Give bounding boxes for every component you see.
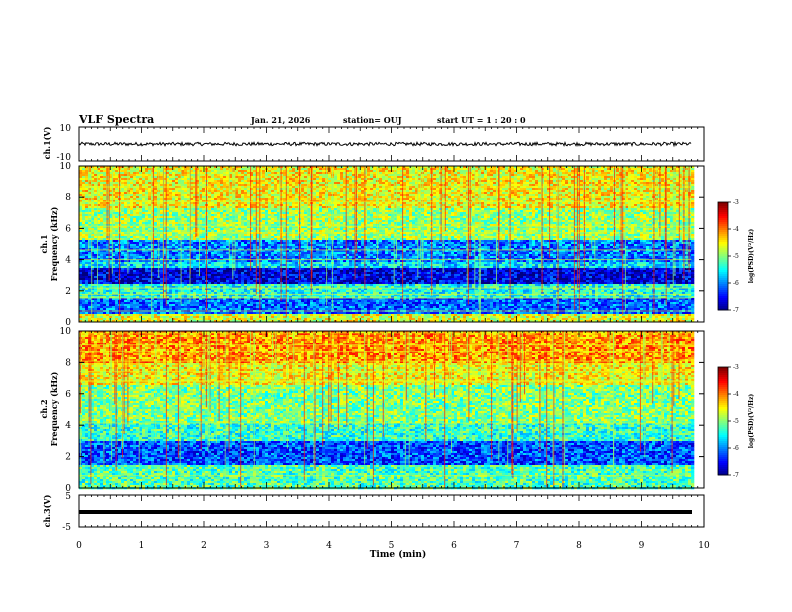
header-station: station= OUJ: [343, 115, 402, 125]
header-date: Jan. 21, 2026: [250, 115, 311, 125]
spectrogram-ytick-label: 2: [65, 453, 71, 463]
spectrogram-ytick-label: 0: [65, 318, 71, 328]
spectrogram-ytick-label: 4: [65, 256, 71, 266]
time-tick-label: 4: [326, 541, 332, 551]
time-tick-label: 0: [76, 541, 82, 551]
ch1-spectrogram-image: [79, 166, 695, 323]
ch2-spectrogram-image: [79, 331, 695, 490]
ch2-channel-label: ch.2: [39, 399, 49, 418]
colorbar-tick-label: -6: [733, 280, 739, 287]
ch3-waveform-trace: [79, 510, 692, 514]
spectrogram-ytick-label: 6: [65, 390, 71, 400]
time-tick-label: 10: [698, 541, 710, 551]
spectrogram-ytick-label: 4: [65, 421, 71, 431]
figure-title: VLF Spectra: [78, 113, 154, 126]
colorbar-tick-label: -3: [733, 199, 739, 206]
ch2-frequency-ylabel: Frequency (kHz): [49, 371, 59, 446]
spectrogram-ytick-label: 0: [65, 484, 71, 494]
ch1-waveform-ylabel: ch.1(V): [42, 126, 52, 159]
colorbar-label: log(PSD)(V²/Hz): [748, 229, 755, 284]
time-tick-label: 2: [201, 541, 207, 551]
ch1-channel-label: ch.1: [39, 234, 49, 253]
colorbar-label: log(PSD)(V²/Hz): [748, 394, 755, 449]
spectrogram-ytick-label: 10: [60, 162, 72, 172]
ch3-ytick-top: 5: [65, 492, 71, 502]
ch1-ytick-top: 10: [60, 124, 72, 134]
ch1-waveform-trace: [78, 140, 692, 148]
spectrogram-ytick-label: 6: [65, 224, 71, 234]
time-axis-label: Time (min): [370, 549, 427, 560]
ch3-waveform-ylabel: ch.3(V): [42, 494, 52, 527]
colorbar-tick-label: -4: [733, 226, 739, 233]
time-tick-label: 1: [139, 541, 145, 551]
time-tick-label: 8: [576, 541, 582, 551]
time-tick-label: 6: [451, 541, 457, 551]
spectrogram-ytick-label: 8: [65, 193, 71, 203]
time-tick-label: 3: [264, 541, 270, 551]
colorbar-tick-label: -6: [733, 445, 739, 452]
colorbar-tick-label: -7: [733, 307, 739, 314]
colorbar-tick-label: -4: [733, 391, 739, 398]
spectrogram-ytick-label: 2: [65, 287, 71, 297]
time-tick-label: 9: [639, 541, 645, 551]
spectrogram-ytick-label: 8: [65, 358, 71, 368]
colorbar-tick-label: -3: [733, 364, 739, 371]
ch2-spectrogram-panel: ch.2 Frequency (kHz) 0 2 4 6 8 10 -3 -4 -5 -6 -7 l…: [39, 327, 755, 494]
ch1-spectrogram-panel: ch.1 Frequency (kHz) 0 2 4 6 8 10 -3 -4 -5 -6 -7 l…: [39, 162, 755, 328]
time-tick-label: 7: [514, 541, 520, 551]
colorbar-tick-label: -5: [733, 418, 739, 425]
time-axis-tick-labels: 0 1 2 3 4 5 6 7 8 9 10: [76, 541, 710, 551]
colorbar-tick-label: -7: [733, 472, 739, 479]
time-axis-ticks: [78, 127, 705, 527]
ch2-colorbar: -3 -4 -5 -6 -7 log(PSD)(V²/Hz): [717, 364, 755, 479]
time-tick-label: 5: [389, 541, 395, 551]
ch1-frequency-ylabel: Frequency (kHz): [49, 206, 59, 281]
colorbar-tick-label: -5: [733, 253, 739, 260]
ch1-colorbar: -3 -4 -5 -6 -7 log(PSD)(V²/Hz): [717, 199, 755, 314]
ch3-ytick-bottom: -5: [62, 523, 71, 533]
ch1-ytick-bottom: -10: [57, 153, 72, 163]
header-start-time: start UT = 1 : 20 : 0: [437, 115, 526, 125]
spectrogram-ytick-label: 10: [60, 327, 72, 337]
ch2-spectrogram-yticks: 0 2 4 6 8 10: [60, 327, 704, 494]
ch1-spectrogram-yticks: 0 2 4 6 8 10: [60, 162, 704, 328]
